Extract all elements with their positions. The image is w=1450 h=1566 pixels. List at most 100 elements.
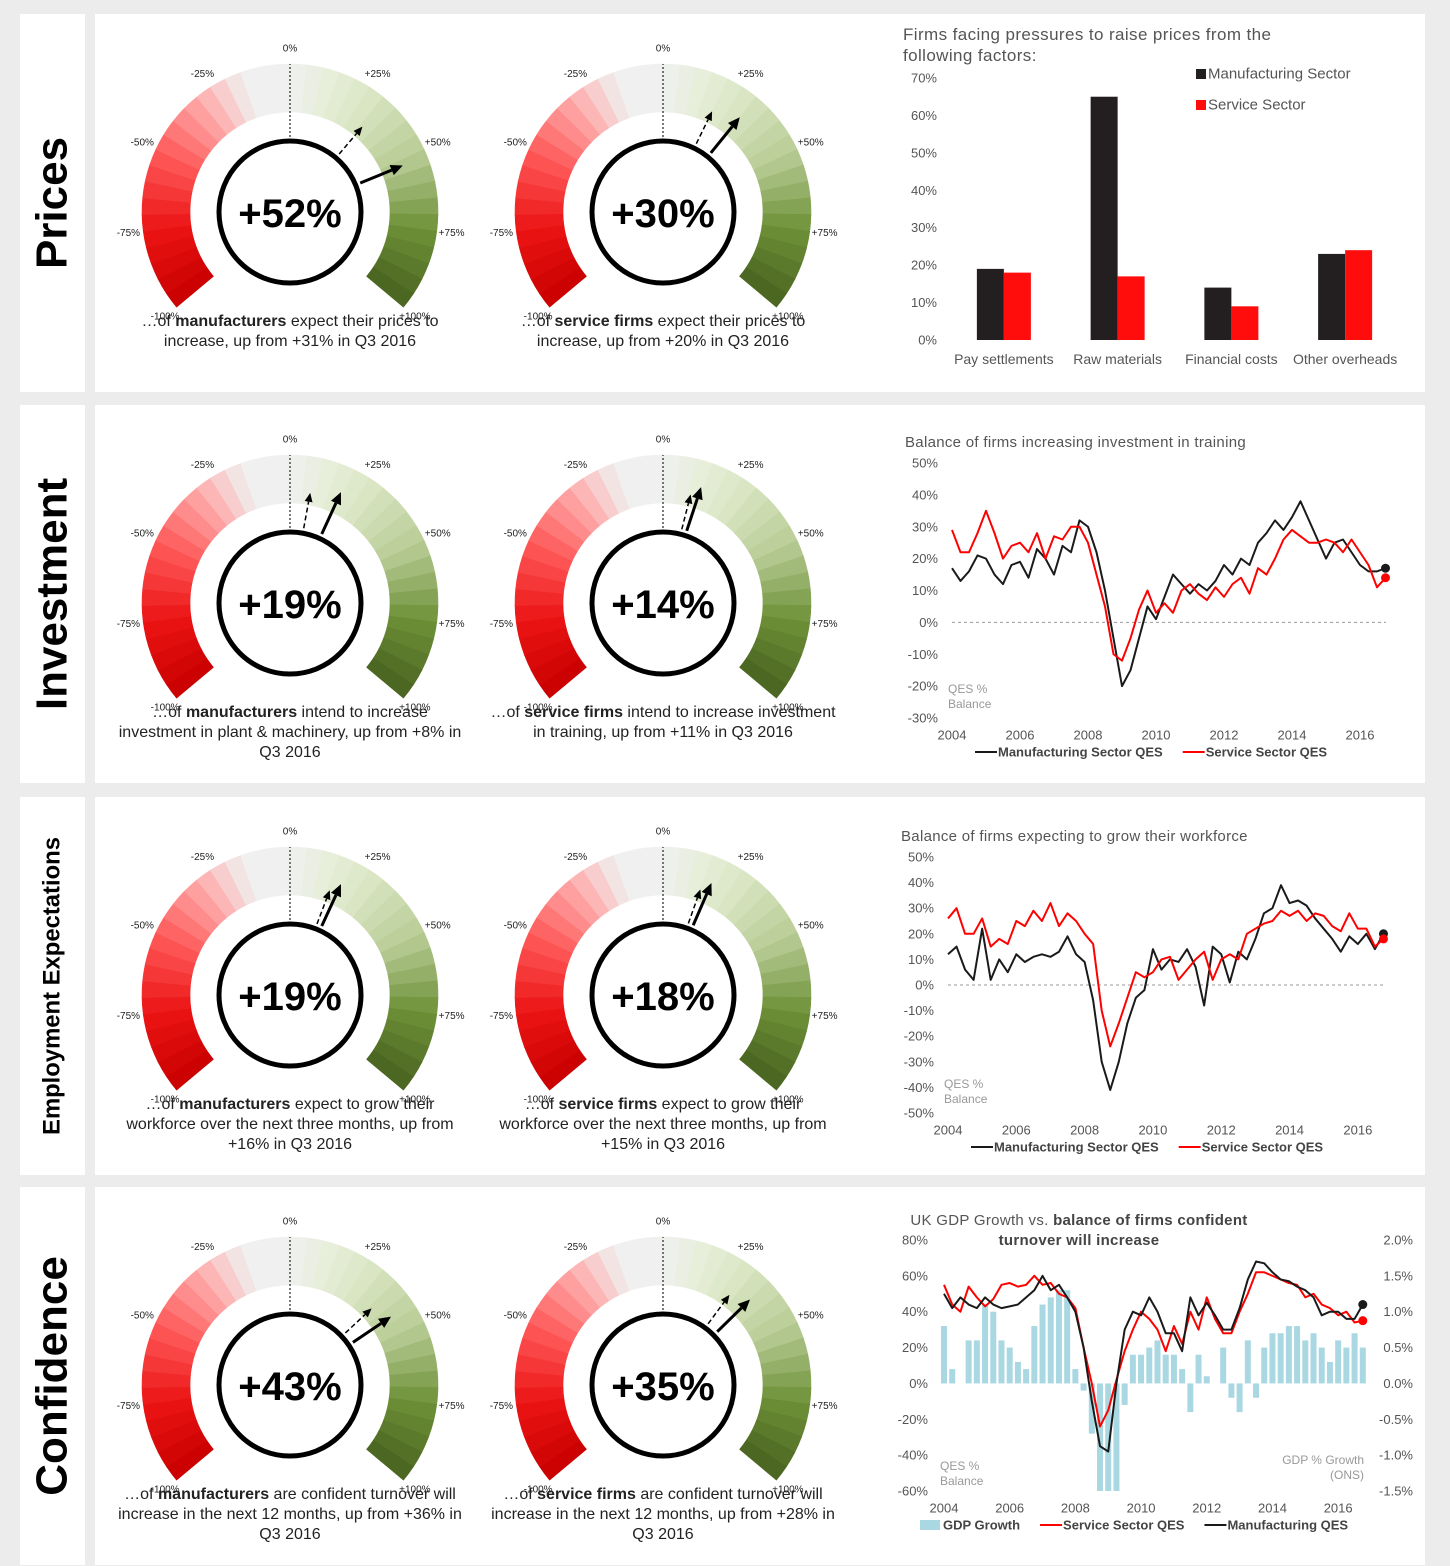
y-tick-label: 10% — [912, 583, 938, 598]
x-tick-label: 2004 — [930, 1501, 959, 1516]
x-tick-label: Raw materials — [1073, 351, 1162, 367]
x-tick-label: 2010 — [1142, 728, 1171, 743]
bar — [1204, 287, 1232, 340]
gauge-tick-label: -75% — [490, 228, 513, 239]
current-arrow-shaft — [359, 168, 393, 185]
gauge-tick-label: +75% — [439, 228, 465, 239]
gauge-tick-label: -25% — [564, 1242, 587, 1253]
gauge-band — [739, 266, 787, 308]
gauge-tick-label: +25% — [738, 852, 764, 863]
y-tick-label: 30% — [912, 519, 938, 534]
gauge-value: +52% — [238, 192, 341, 236]
current-arrow-head — [737, 1299, 751, 1312]
gdp-bar — [1055, 1290, 1062, 1384]
gdp-bar — [941, 1326, 947, 1384]
gauge-tick-label: -100% — [151, 702, 180, 713]
gauge-tick-label: -100% — [151, 311, 180, 322]
y-tick-label: -40% — [898, 1448, 929, 1463]
gauge-tick-label: +25% — [738, 69, 764, 80]
y2-tick-label: 1.0% — [1383, 1304, 1413, 1319]
gauge-tick-label: -100% — [151, 1484, 180, 1495]
gauge-tick-label: +50% — [425, 138, 451, 149]
y-tick-label: 50% — [908, 850, 934, 865]
gauge-value: +19% — [238, 975, 341, 1019]
gdp-bar — [1261, 1347, 1268, 1384]
gauge-tick-label: -25% — [191, 1242, 214, 1253]
gauge-band — [366, 657, 414, 699]
x-tick-label: 2004 — [934, 1123, 963, 1138]
gauge-dial — [589, 1311, 737, 1459]
x-tick-label: 2008 — [1074, 728, 1103, 743]
end-marker — [1358, 1316, 1368, 1326]
y2-annotation: GDP % Growth (ONS) — [1282, 1453, 1364, 1482]
chart-title-lead: UK GDP Growth vs. — [910, 1212, 1049, 1229]
previous-arrow-head — [720, 1294, 730, 1305]
x-tick-label: 2014 — [1275, 1123, 1304, 1138]
gauge-tick-label: -50% — [131, 1311, 154, 1322]
legend-label: Manufacturing Sector QES — [994, 1140, 1159, 1155]
gauge-tick-label: +100% — [399, 1094, 431, 1105]
y-tick-label: 0% — [915, 978, 934, 993]
legend-label: Service Sector QES — [1202, 1140, 1324, 1155]
caption-subject: service firms — [537, 1486, 636, 1503]
gauge-dial — [589, 921, 737, 1069]
y2-tick-label: 2.0% — [1383, 1233, 1413, 1248]
gauge-tick-label: +75% — [812, 1401, 838, 1412]
gdp-bar — [1253, 1383, 1260, 1398]
legend-label: Manufacturing Sector QES — [998, 745, 1163, 760]
gauge-tick-label: 0% — [656, 435, 671, 446]
bar — [1003, 272, 1031, 340]
series-line — [951, 509, 1387, 662]
gdp-bar — [1113, 1383, 1120, 1491]
gauge-tick-label: 0% — [283, 827, 298, 838]
gdp-bar — [1195, 1354, 1202, 1384]
y-tick-label: 20% — [911, 258, 937, 273]
gauge-tick-label: 0% — [283, 435, 298, 446]
gdp-bar — [1187, 1383, 1194, 1413]
gdp-bar — [1359, 1347, 1366, 1384]
series-line — [947, 884, 1385, 1091]
chart-title: Balance of firms expecting to grow their… — [901, 828, 1248, 845]
legend-swatch — [920, 1520, 940, 1530]
gdp-bar — [1129, 1354, 1136, 1384]
gdp-bar — [949, 1369, 956, 1384]
caption-text: are confident turnover will increase in … — [118, 1486, 462, 1543]
axis-annotation: QES % Balance — [944, 1077, 988, 1106]
caption-subject: manufacturers — [185, 704, 298, 721]
x-tick-label: 2006 — [1006, 728, 1035, 743]
previous-arrow-head — [322, 890, 331, 901]
current-arrow-shaft — [352, 1322, 382, 1344]
gauge-band — [739, 657, 787, 699]
gauge-value: +35% — [611, 1365, 714, 1409]
y-tick-label: 50% — [911, 145, 937, 160]
current-arrow-shaft — [320, 502, 338, 535]
gauge-tick-label: +100% — [399, 1484, 431, 1495]
current-arrow-head — [701, 883, 712, 897]
gauge-tick-label: -50% — [504, 138, 527, 149]
gauge-caption: …of service firms expect their prices to… — [488, 312, 838, 352]
gdp-bar — [1047, 1297, 1054, 1384]
gauge-tick-label: +25% — [738, 460, 764, 471]
gauge-band — [366, 1439, 414, 1481]
gauge-tick-label: -50% — [131, 529, 154, 540]
gauge-tick-label: -25% — [191, 852, 214, 863]
gdp-bar — [1343, 1347, 1350, 1384]
current-arrow-head — [378, 1316, 392, 1328]
section-label: Confidence — [28, 1256, 77, 1496]
y-tick-label: -40% — [904, 1080, 935, 1095]
caption-lead: …of — [520, 313, 555, 330]
gauge-tick-label: +75% — [812, 1011, 838, 1022]
gauge-tick-label: -75% — [490, 619, 513, 630]
current-arrow-head — [727, 117, 740, 130]
gdp-bar — [1146, 1347, 1153, 1384]
series-line — [951, 500, 1386, 688]
y-tick-label: -10% — [904, 1003, 935, 1018]
gauge-tick-label: +75% — [812, 619, 838, 630]
x-tick-label: 2010 — [1138, 1123, 1167, 1138]
y-tick-label: 0% — [919, 615, 938, 630]
section-label-panel — [20, 405, 85, 783]
gauge-caption: …of service firms expect to grow their w… — [488, 1095, 838, 1155]
y-tick-label: 20% — [912, 551, 938, 566]
gdp-bar — [1228, 1383, 1235, 1398]
gauge-dial — [216, 529, 364, 677]
